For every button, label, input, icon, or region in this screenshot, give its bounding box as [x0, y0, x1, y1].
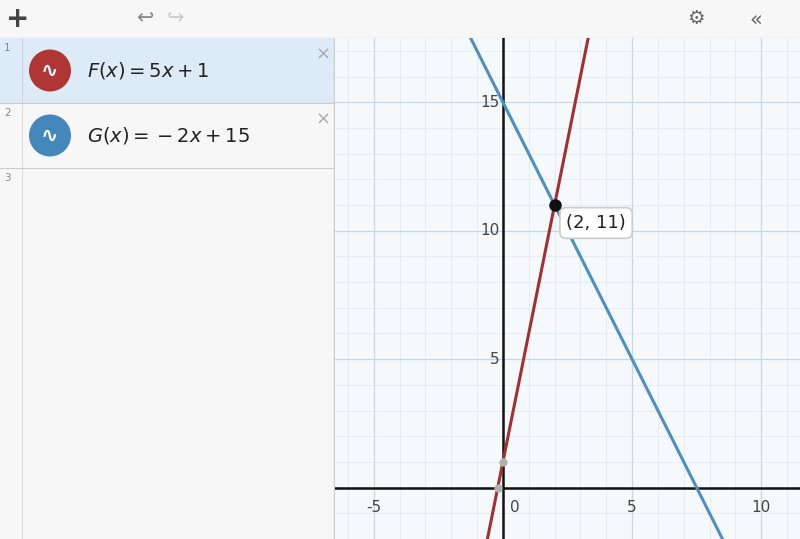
Text: 10: 10 [752, 500, 771, 515]
Text: -5: -5 [366, 500, 382, 515]
Text: $G(x) = -2x + 15$: $G(x) = -2x + 15$ [87, 125, 250, 146]
Text: ∿: ∿ [42, 126, 58, 146]
Text: ∿: ∿ [42, 60, 58, 80]
Text: 0: 0 [510, 500, 519, 515]
Text: ⚙: ⚙ [687, 10, 705, 29]
Text: ×: × [315, 111, 330, 129]
Text: 5: 5 [490, 351, 499, 367]
Text: +: + [6, 5, 30, 33]
Text: ↪: ↪ [166, 8, 184, 28]
FancyBboxPatch shape [0, 38, 335, 103]
Text: ↩: ↩ [136, 8, 154, 28]
Text: 15: 15 [480, 95, 499, 110]
Text: $F(x) = 5x + 1$: $F(x) = 5x + 1$ [87, 60, 210, 81]
Text: 10: 10 [480, 223, 499, 238]
Text: 2: 2 [4, 108, 10, 118]
Text: 5: 5 [627, 500, 637, 515]
Text: 3: 3 [4, 173, 10, 183]
Text: «: « [750, 9, 762, 29]
Text: (2, 11): (2, 11) [566, 214, 626, 232]
Ellipse shape [29, 114, 71, 156]
Text: ×: × [315, 46, 330, 64]
Ellipse shape [29, 50, 71, 92]
Text: 1: 1 [4, 43, 10, 53]
